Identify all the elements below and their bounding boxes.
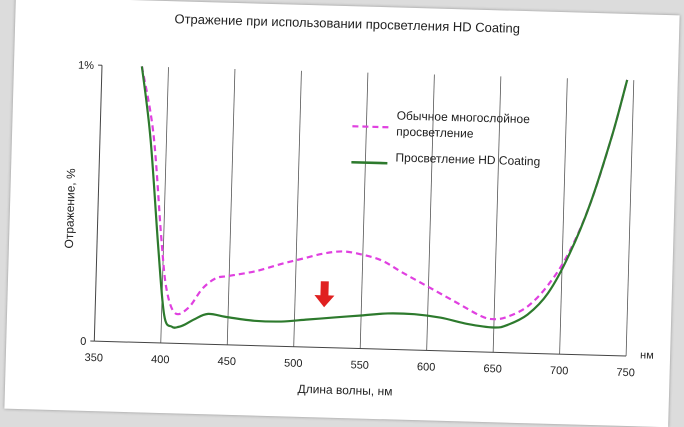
legend-label-0-cont: просветление bbox=[396, 124, 474, 140]
axes bbox=[90, 65, 633, 356]
x-tick-750: 750 bbox=[616, 367, 635, 380]
chart-title: Отражение при использовании просветления… bbox=[174, 11, 520, 36]
x-tick-400: 400 bbox=[151, 354, 170, 367]
gridline-x-700 bbox=[560, 78, 568, 354]
legend-swatch-0 bbox=[352, 126, 388, 127]
legend-label-1: Просветление HD Coating bbox=[395, 150, 540, 168]
series-line-1 bbox=[135, 66, 628, 340]
x-axis-label: Длина волны, нм bbox=[297, 382, 392, 399]
x-tick-500: 500 bbox=[284, 357, 303, 370]
gridline-x-750 bbox=[626, 80, 634, 356]
series-lines bbox=[135, 66, 628, 340]
x-tick-650: 650 bbox=[483, 363, 502, 376]
x-tick-labels: 350 400 450 500 550 600 650 700 750 нм bbox=[84, 334, 653, 380]
x-tick-450: 450 bbox=[217, 356, 236, 369]
y-tick-1: 1% bbox=[78, 60, 94, 72]
y-axis-line bbox=[94, 65, 102, 341]
series-line-0 bbox=[135, 66, 627, 326]
y-tick-0: 0 bbox=[80, 336, 86, 348]
legend-label-0: Обычное многослойное bbox=[397, 108, 531, 126]
x-tick-700: 700 bbox=[550, 365, 569, 378]
arrow-down-icon bbox=[314, 281, 335, 308]
reflection-chart: Отражение при использовании просветления… bbox=[4, 0, 679, 427]
y-axis-label: Отражение, % bbox=[62, 168, 78, 249]
gridline-x-500 bbox=[294, 71, 302, 347]
x-tick-550: 550 bbox=[350, 359, 369, 372]
annotations bbox=[314, 281, 335, 308]
x-tick-350: 350 bbox=[84, 352, 103, 365]
chart-card: Отражение при использовании просветления… bbox=[4, 0, 679, 427]
legend-swatch-1 bbox=[351, 162, 387, 163]
x-tick-600: 600 bbox=[417, 361, 436, 374]
x-unit-label: нм bbox=[640, 349, 654, 361]
gridline-x-450 bbox=[227, 69, 235, 345]
gridline-x-550 bbox=[360, 73, 368, 349]
